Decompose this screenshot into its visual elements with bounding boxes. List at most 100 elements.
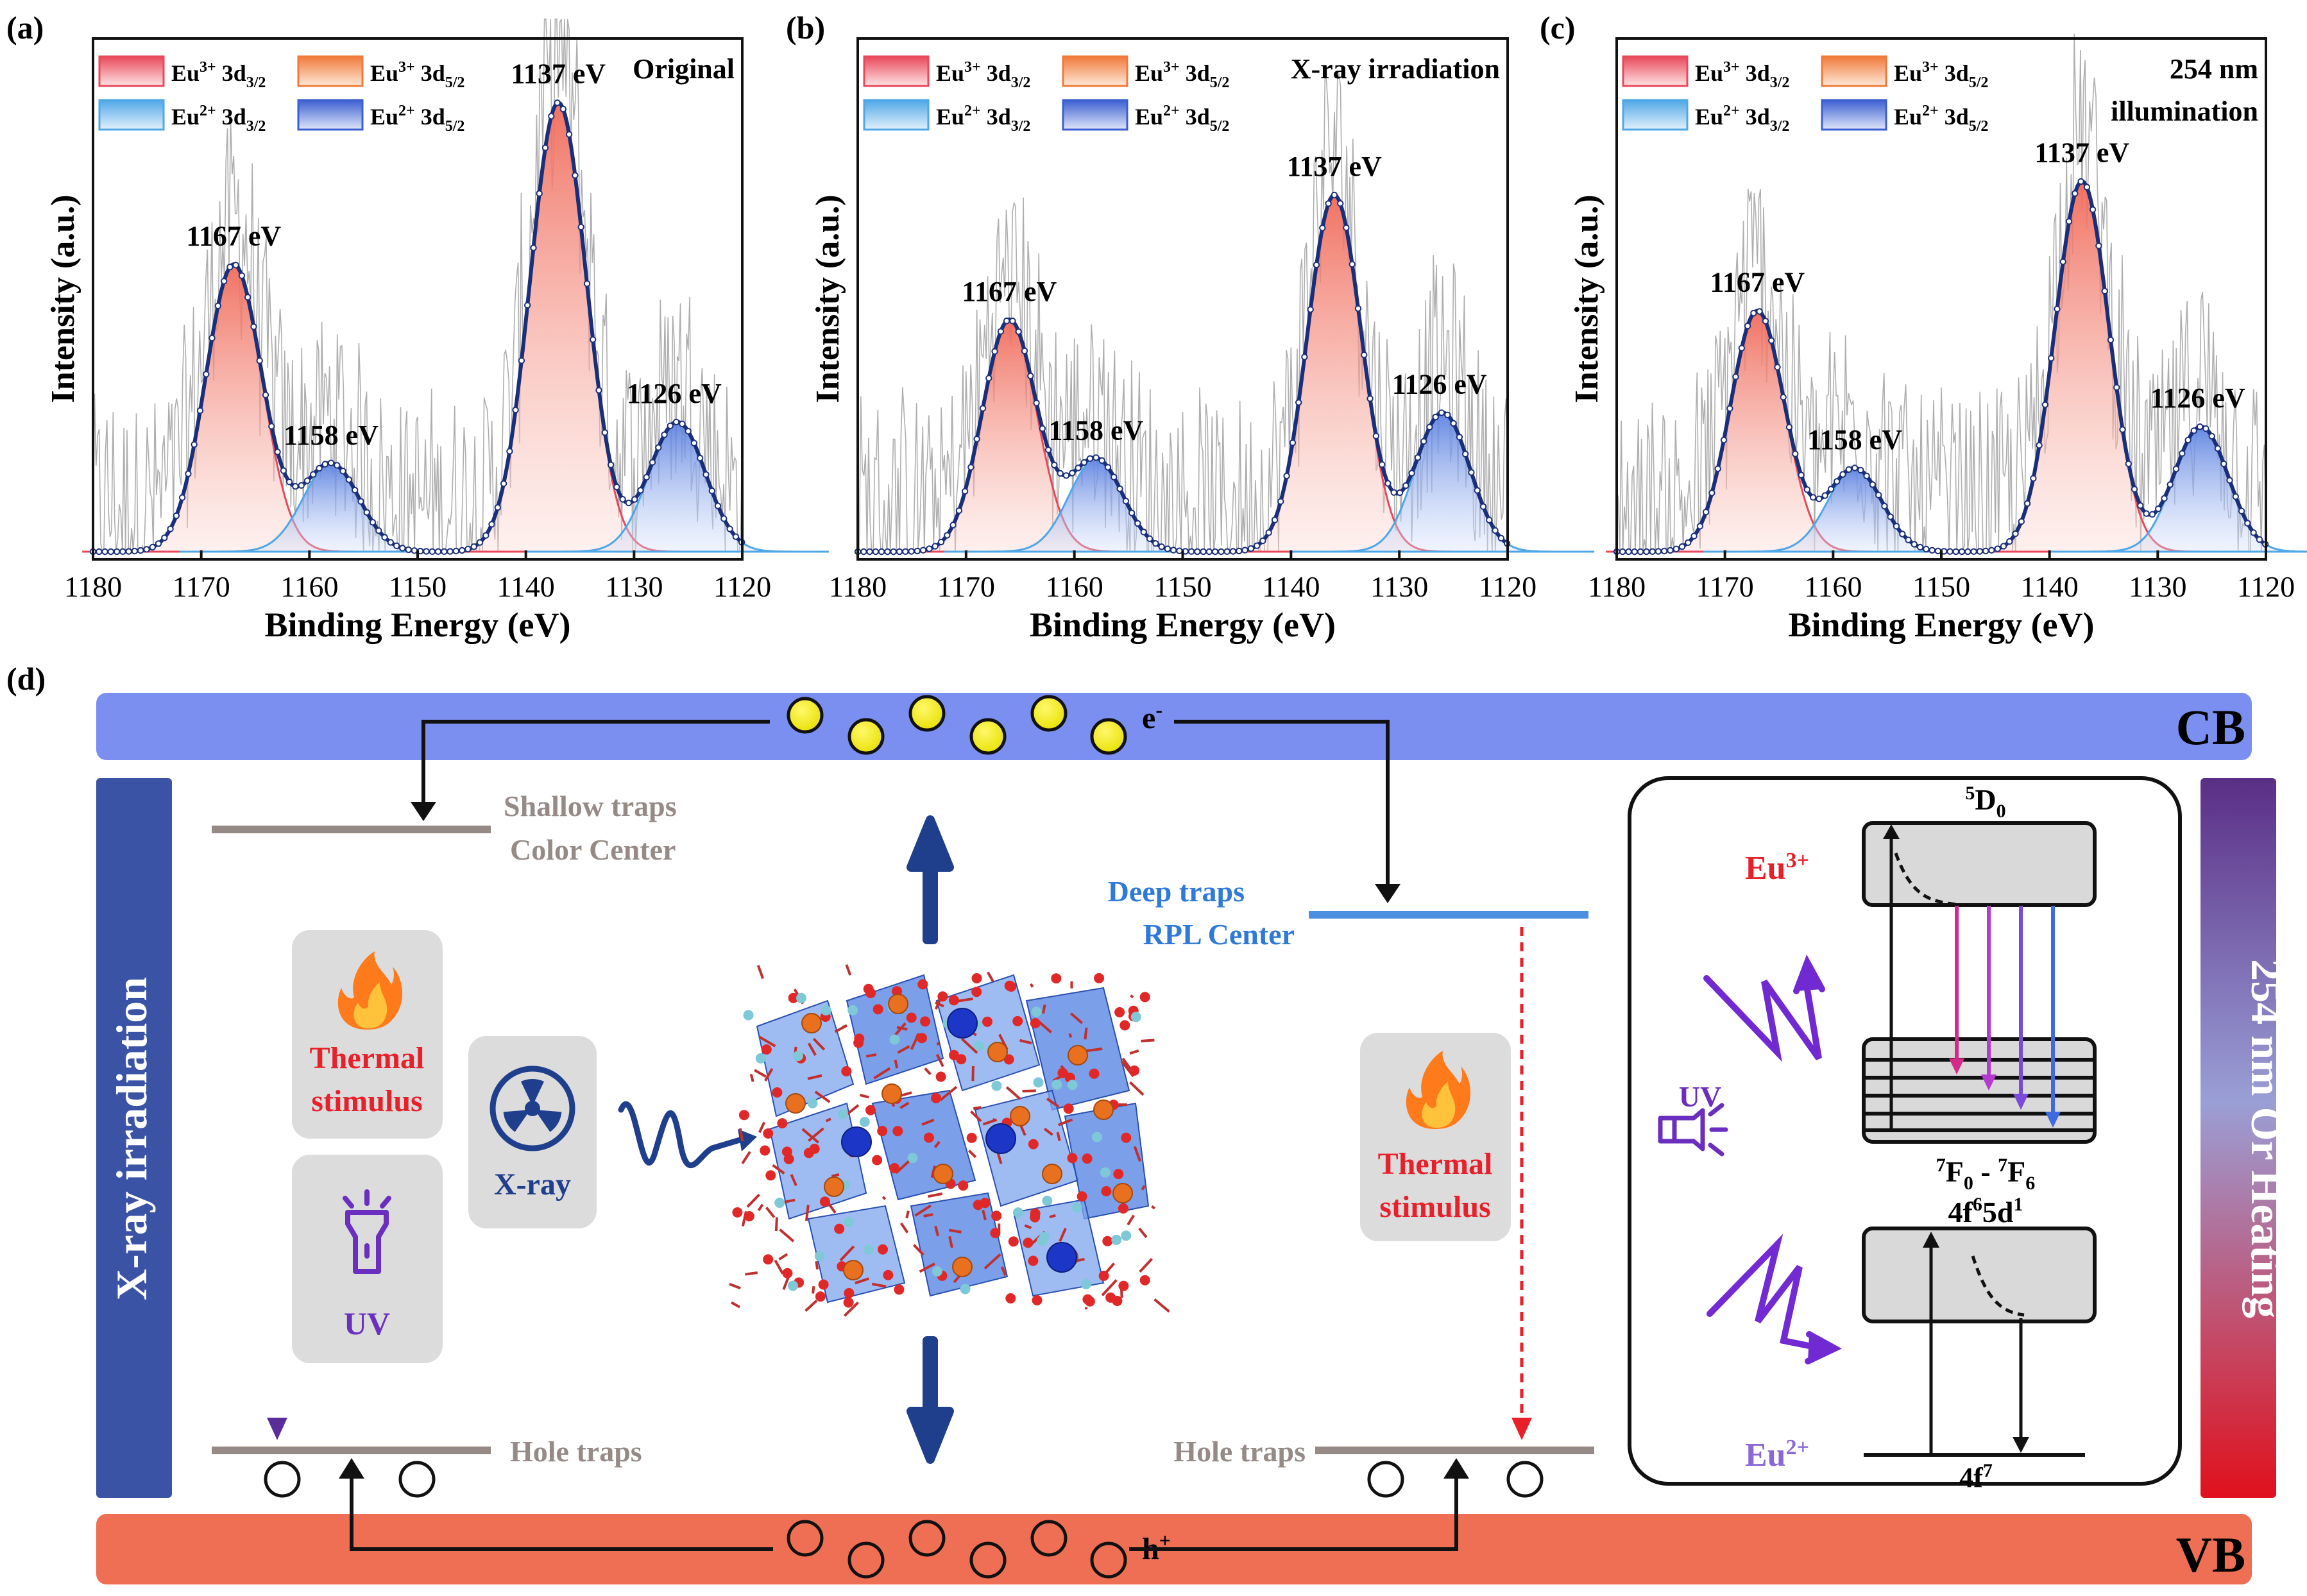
peak-label: 1158 eV (1807, 424, 1902, 455)
europium-atom (841, 1126, 872, 1157)
fit-point (1708, 489, 1715, 497)
bond (825, 1117, 831, 1123)
fit-point (2226, 477, 2233, 484)
oxygen-atom (777, 1118, 788, 1129)
fit-point (107, 548, 115, 556)
oxygen-atom (1139, 992, 1150, 1003)
fit-point (238, 272, 246, 279)
fit-point (1254, 542, 1261, 549)
fit-point (1479, 503, 1487, 510)
light-atom (1092, 1132, 1102, 1142)
fit-point (411, 547, 418, 554)
oxygen-atom (1114, 1007, 1125, 1017)
fit-point (1768, 337, 1775, 344)
bond (1056, 1132, 1061, 1142)
fit-point (2018, 518, 2025, 525)
trapped-hole (1367, 1461, 1404, 1498)
light-atom (1067, 1080, 1078, 1091)
legend-swatch (1062, 55, 1128, 87)
fit-point (2000, 543, 2007, 550)
y-axis-label: Intensity (a.u.) (1569, 194, 1605, 403)
legend-label: Eu2+ 3d5/2 (370, 103, 464, 135)
fit-point (2250, 529, 2257, 536)
x-tick-label: 1150 (1154, 570, 1211, 603)
bond (983, 1253, 1001, 1269)
condition-label: X-ray irradiation (1291, 53, 1500, 85)
hole (847, 1541, 885, 1579)
bond (839, 1245, 855, 1262)
bond (1129, 1049, 1139, 1055)
x-axis-label: Binding Energy (eV) (264, 606, 570, 644)
fit-point (1988, 547, 1995, 554)
fit-point (949, 522, 957, 529)
bond (899, 1222, 909, 1234)
bond (1037, 1020, 1052, 1033)
oxygen-atom (1101, 1186, 1112, 1196)
fit-point (1798, 471, 1805, 479)
fit-point (2155, 505, 2162, 513)
fit-point (1075, 464, 1082, 471)
fit-point (625, 499, 633, 507)
fit-point (334, 462, 341, 469)
light-atom (1037, 1235, 1048, 1246)
light-atom (847, 1005, 858, 1015)
fit-point (708, 488, 716, 495)
fit-point (1827, 486, 1835, 493)
fit-point (161, 534, 168, 541)
fit-point (1756, 308, 1763, 315)
fit-point (1426, 423, 1433, 430)
oxygen-atom (788, 992, 799, 1003)
oxygen-atom (1032, 1295, 1043, 1305)
oxygen-atom (877, 1126, 888, 1137)
oxygen-atom (1118, 1280, 1129, 1291)
4f7-label: 4f7 (1959, 1460, 1993, 1493)
fit-point (2214, 445, 2222, 452)
peak-label: 1158 eV (1048, 415, 1143, 446)
bond (1000, 1266, 1007, 1277)
oxygen-atom (1089, 1068, 1100, 1079)
fit-point (1619, 548, 1626, 556)
fit-point (595, 387, 602, 394)
fit-point (1116, 485, 1123, 493)
fit-point (1319, 225, 1326, 232)
uv-left-label: UV (344, 1305, 390, 1341)
fit-point (1952, 548, 1960, 556)
fit-point (1098, 457, 1105, 464)
oxygen-atom (1005, 1293, 1016, 1303)
legend-label: Eu2+ 3d3/2 (171, 103, 266, 135)
fit-point (2059, 258, 2066, 266)
fit-point (1301, 353, 1308, 361)
hole (1030, 1520, 1068, 1557)
fit-point (1982, 547, 1989, 555)
bond (967, 1150, 977, 1159)
fit-point (482, 532, 489, 539)
oxygen-atom (763, 1128, 774, 1139)
fit-point (548, 113, 555, 120)
oxygen-atom (889, 1163, 900, 1173)
fit-point (423, 548, 430, 555)
fit-point (1474, 487, 1481, 494)
fit-point (1021, 347, 1028, 355)
oxygen-atom (1112, 1296, 1123, 1306)
light-atom (774, 1198, 785, 1208)
hole-capture-arrowhead-right (1443, 1458, 1469, 1479)
fit-point (979, 405, 987, 412)
fit-point (919, 547, 927, 554)
europium-atom (1046, 1242, 1077, 1273)
eu2-emission-arrowhead (2013, 1437, 2029, 1453)
oxygen-atom (990, 1228, 1001, 1239)
bond (801, 1128, 820, 1144)
fit-point (643, 473, 650, 481)
fit-point (1893, 523, 1900, 530)
fit-point (470, 543, 477, 550)
conduction-band (96, 693, 2252, 760)
hole (969, 1541, 1007, 1579)
fit-point (1158, 543, 1165, 550)
bond (1151, 1205, 1156, 1210)
bond (764, 1068, 774, 1082)
fit-point (285, 479, 293, 486)
fit-point (452, 547, 460, 555)
fit-point (872, 548, 880, 556)
bond (745, 1271, 758, 1276)
fit-point (1816, 495, 1823, 502)
